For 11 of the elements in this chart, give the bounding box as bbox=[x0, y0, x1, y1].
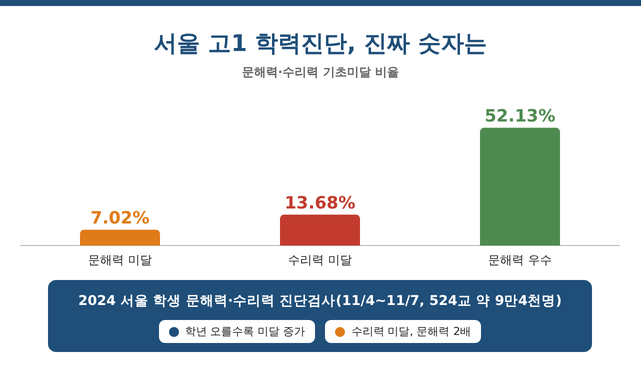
data-label: 13.68% bbox=[284, 194, 356, 214]
text: 2024 서울 학생 문해력·수리력 진단검사(11/4~11/7, 524교 약 9만4천명) bbox=[77, 292, 563, 310]
text: 수리력 미달, 문해력 2배 bbox=[351, 324, 472, 339]
chart-title: 서울 고1 학력진단, 진짜 숫자는 bbox=[153, 30, 488, 59]
x-tick-label: 문해력 우수 bbox=[488, 252, 552, 267]
data-label: 52.13% bbox=[484, 106, 556, 127]
text: 학년 오를수록 미달 증가 bbox=[184, 324, 306, 339]
x-tick-label: 문해력 미달 bbox=[88, 252, 152, 267]
chart-subtitle: 문해력·수리력 기초미달 비율 bbox=[241, 64, 400, 81]
x-tick-label: 수리력 미달 bbox=[288, 252, 352, 267]
data-label: 7.02% bbox=[90, 208, 150, 229]
